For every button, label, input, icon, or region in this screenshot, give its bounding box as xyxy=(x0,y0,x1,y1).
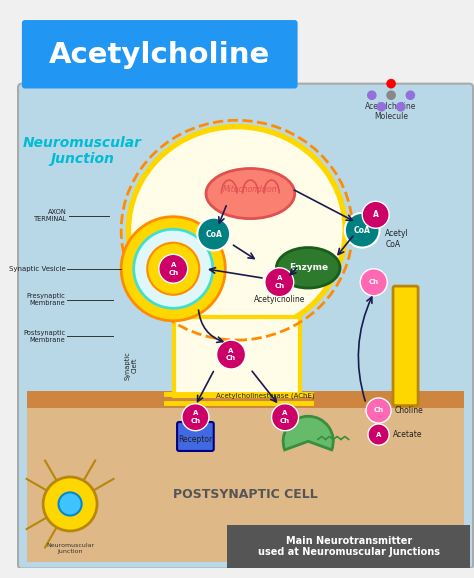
Circle shape xyxy=(386,79,396,88)
Text: Mitochondrion: Mitochondrion xyxy=(223,185,278,194)
Polygon shape xyxy=(27,391,465,407)
Text: A: A xyxy=(277,275,282,281)
Text: Acetylcholine: Acetylcholine xyxy=(49,40,270,69)
Text: A: A xyxy=(376,432,381,438)
Circle shape xyxy=(159,254,188,283)
FancyBboxPatch shape xyxy=(177,422,214,451)
Circle shape xyxy=(345,213,380,247)
Circle shape xyxy=(134,229,213,308)
Text: AXON
TERMINAL: AXON TERMINAL xyxy=(34,209,67,222)
Text: Neuromuscular
Junction: Neuromuscular Junction xyxy=(23,136,142,166)
Text: Postsynaptic
Membrane: Postsynaptic Membrane xyxy=(23,329,65,343)
Circle shape xyxy=(406,90,415,100)
Circle shape xyxy=(377,102,386,112)
Text: Ch: Ch xyxy=(274,283,284,289)
Text: A: A xyxy=(193,410,198,416)
Text: Synaptic
Cleft: Synaptic Cleft xyxy=(124,351,137,380)
Text: A: A xyxy=(283,410,288,416)
Text: A: A xyxy=(171,262,176,268)
Text: Acetylcholinesterase (AChE): Acetylcholinesterase (AChE) xyxy=(217,392,315,399)
Circle shape xyxy=(368,424,389,445)
Circle shape xyxy=(121,217,225,321)
Circle shape xyxy=(360,269,387,296)
Text: Ch: Ch xyxy=(280,418,290,424)
FancyBboxPatch shape xyxy=(22,20,298,88)
Circle shape xyxy=(366,398,391,423)
Text: Acetylcholine: Acetylcholine xyxy=(254,295,305,304)
Text: CoA: CoA xyxy=(354,225,371,235)
Circle shape xyxy=(197,218,230,250)
Text: Receptor: Receptor xyxy=(178,435,212,444)
FancyBboxPatch shape xyxy=(18,84,473,569)
Text: Acetate: Acetate xyxy=(393,430,422,439)
Circle shape xyxy=(58,492,82,516)
Circle shape xyxy=(367,90,377,100)
Text: Choline: Choline xyxy=(395,406,424,415)
Wedge shape xyxy=(283,416,333,450)
Text: A: A xyxy=(373,210,379,219)
Ellipse shape xyxy=(276,247,340,288)
Text: CoA: CoA xyxy=(205,229,222,239)
Text: Synaptic Vesicle: Synaptic Vesicle xyxy=(9,266,65,272)
Circle shape xyxy=(362,201,389,228)
Text: Enzyme: Enzyme xyxy=(289,264,328,272)
Text: Acetyl
CoA: Acetyl CoA xyxy=(385,229,409,249)
Polygon shape xyxy=(174,317,300,396)
Text: Neuromuscular
Junction: Neuromuscular Junction xyxy=(46,543,94,554)
Text: Ch: Ch xyxy=(369,279,379,286)
Circle shape xyxy=(272,403,299,431)
Polygon shape xyxy=(27,403,465,562)
Circle shape xyxy=(182,403,209,431)
Circle shape xyxy=(265,268,294,297)
Text: Main Neurotransmitter
used at Neuromuscular Junctions: Main Neurotransmitter used at Neuromuscu… xyxy=(258,536,440,557)
Circle shape xyxy=(147,243,199,295)
Text: Presynaptic
Membrane: Presynaptic Membrane xyxy=(27,293,65,306)
Text: Ch: Ch xyxy=(226,355,236,361)
Circle shape xyxy=(217,340,246,369)
Bar xyxy=(227,525,470,568)
Text: Acetylcholine
Molecule: Acetylcholine Molecule xyxy=(365,102,417,121)
Text: Ch: Ch xyxy=(191,418,201,424)
Text: Ch: Ch xyxy=(168,269,178,276)
Text: Ch: Ch xyxy=(374,407,383,413)
Text: POSTSYNAPTIC CELL: POSTSYNAPTIC CELL xyxy=(173,488,318,501)
Ellipse shape xyxy=(128,127,345,334)
Text: A: A xyxy=(228,348,234,354)
Circle shape xyxy=(386,90,396,100)
Circle shape xyxy=(396,102,406,112)
Circle shape xyxy=(43,477,97,531)
Ellipse shape xyxy=(206,169,295,218)
FancyBboxPatch shape xyxy=(393,286,418,406)
